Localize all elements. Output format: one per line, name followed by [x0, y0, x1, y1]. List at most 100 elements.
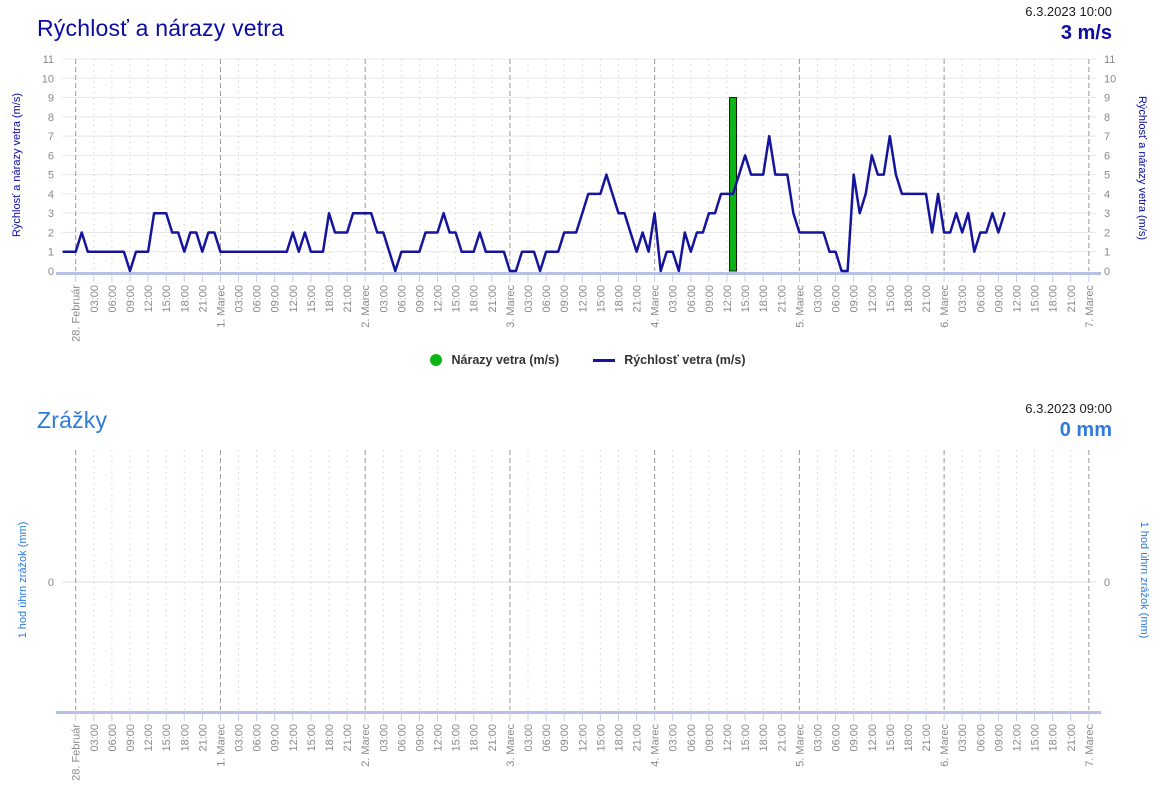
svg-text:6: 6	[1104, 150, 1110, 162]
svg-text:3: 3	[48, 208, 54, 220]
svg-text:18:00: 18:00	[324, 285, 336, 313]
svg-text:18:00: 18:00	[613, 724, 625, 752]
svg-text:09:00: 09:00	[270, 285, 282, 313]
svg-text:21:00: 21:00	[197, 724, 209, 752]
wind-current-value: 3 m/s	[1060, 21, 1112, 44]
svg-text:3: 3	[1104, 208, 1110, 220]
precip-x-axis: 28. Február 03:00 06:00 09:00 12:00 15:00 18:0…	[56, 711, 1101, 781]
svg-text:12:00: 12:00	[867, 285, 879, 313]
wind-x-axis: 28. Február 03:00 06:00 09:00 12:00 15:00 18:0…	[56, 272, 1101, 342]
svg-text:2: 2	[1104, 227, 1110, 239]
svg-text:18:00: 18:00	[758, 724, 770, 752]
svg-text:5. Marec: 5. Marec	[794, 724, 806, 767]
svg-text:03:00: 03:00	[89, 724, 101, 752]
svg-text:18:00: 18:00	[1048, 724, 1060, 752]
svg-text:12:00: 12:00	[288, 724, 300, 752]
svg-text:12:00: 12:00	[143, 285, 155, 313]
svg-text:06:00: 06:00	[107, 285, 119, 313]
precip-y-axis-title-left: 1 hod úhrn zrážok (mm)	[17, 522, 29, 639]
svg-text:11: 11	[1104, 54, 1115, 66]
svg-text:12:00: 12:00	[577, 724, 589, 752]
svg-text:06:00: 06:00	[831, 285, 843, 313]
svg-text:15:00: 15:00	[161, 724, 173, 752]
svg-text:0: 0	[1104, 577, 1110, 589]
svg-text:09:00: 09:00	[270, 724, 282, 752]
wind-y-axis-title-right: Rýchlosť a nárazy vetra (m/s)	[1136, 96, 1148, 240]
svg-text:21:00: 21:00	[921, 285, 933, 313]
svg-text:21:00: 21:00	[1066, 724, 1078, 752]
svg-text:03:00: 03:00	[378, 285, 390, 313]
legend-item-gusts: Nárazy vetra (m/s)	[430, 353, 559, 367]
svg-text:8: 8	[1104, 112, 1110, 124]
svg-text:15:00: 15:00	[595, 285, 607, 313]
precip-grid	[62, 450, 1096, 710]
wind-legend: Nárazy vetra (m/s) Rýchlosť vetra (m/s)	[0, 353, 1176, 367]
svg-text:03:00: 03:00	[812, 724, 824, 752]
svg-text:21:00: 21:00	[1066, 285, 1078, 313]
svg-text:18:00: 18:00	[758, 285, 770, 313]
svg-text:7. Marec: 7. Marec	[1084, 285, 1096, 328]
precip-chart: 28. Február 03:00 06:00 09:00 12:00 15:00 18:0…	[17, 450, 1150, 781]
svg-text:18:00: 18:00	[903, 724, 915, 752]
svg-text:09:00: 09:00	[559, 285, 571, 313]
svg-text:21:00: 21:00	[776, 724, 788, 752]
precip-timestamp: 6.3.2023 09:00	[1025, 401, 1112, 416]
svg-text:6. Marec: 6. Marec	[939, 285, 951, 328]
svg-text:18:00: 18:00	[324, 724, 336, 752]
svg-text:4: 4	[1104, 189, 1110, 201]
svg-text:21:00: 21:00	[487, 285, 499, 313]
svg-text:09:00: 09:00	[125, 285, 137, 313]
svg-text:28. Február: 28. Február	[71, 724, 83, 781]
svg-text:06:00: 06:00	[831, 724, 843, 752]
svg-text:10: 10	[42, 73, 54, 85]
svg-text:10: 10	[1104, 73, 1116, 85]
precip-chart-meta: 6.3.2023 09:00 0 mm	[1025, 401, 1112, 442]
svg-text:1. Marec: 1. Marec	[215, 724, 227, 767]
svg-text:15:00: 15:00	[451, 724, 463, 752]
svg-text:21:00: 21:00	[342, 285, 354, 313]
gust-legend-dot-icon	[430, 354, 443, 366]
svg-text:6. Marec: 6. Marec	[939, 724, 951, 767]
svg-text:1: 1	[1104, 247, 1110, 259]
svg-text:21:00: 21:00	[632, 285, 644, 313]
svg-text:09:00: 09:00	[849, 285, 861, 313]
svg-text:18:00: 18:00	[179, 285, 191, 313]
svg-text:5: 5	[1104, 170, 1110, 182]
svg-text:06:00: 06:00	[107, 724, 119, 752]
svg-text:09:00: 09:00	[414, 724, 426, 752]
svg-text:2. Marec: 2. Marec	[360, 285, 372, 328]
svg-text:28. Február: 28. Február	[71, 285, 83, 342]
svg-text:0: 0	[48, 577, 54, 589]
svg-text:4: 4	[48, 189, 54, 201]
wind-chart-meta: 6.3.2023 10:00 3 m/s	[1025, 4, 1112, 45]
precip-current-value: 0 mm	[1059, 418, 1112, 441]
svg-text:18:00: 18:00	[469, 285, 481, 313]
svg-text:18:00: 18:00	[469, 724, 481, 752]
svg-text:03:00: 03:00	[523, 285, 535, 313]
wind-timestamp: 6.3.2023 10:00	[1025, 4, 1112, 19]
svg-text:15:00: 15:00	[1030, 285, 1042, 313]
svg-text:09:00: 09:00	[559, 724, 571, 752]
svg-text:7: 7	[1104, 131, 1110, 143]
wind-speed-line	[62, 134, 1006, 273]
svg-text:06:00: 06:00	[541, 285, 553, 313]
svg-text:18:00: 18:00	[903, 285, 915, 313]
svg-text:18:00: 18:00	[613, 285, 625, 313]
svg-text:12:00: 12:00	[1011, 285, 1023, 313]
svg-text:1. Marec: 1. Marec	[215, 285, 227, 328]
wind-grid	[62, 58, 1096, 271]
svg-text:15:00: 15:00	[306, 724, 318, 752]
svg-text:8: 8	[48, 112, 54, 124]
svg-text:15:00: 15:00	[1030, 724, 1042, 752]
svg-text:09:00: 09:00	[414, 285, 426, 313]
svg-text:12:00: 12:00	[433, 285, 445, 313]
svg-text:5: 5	[48, 170, 54, 182]
svg-text:09:00: 09:00	[704, 285, 716, 313]
svg-text:11: 11	[43, 54, 54, 66]
svg-text:12:00: 12:00	[143, 724, 155, 752]
svg-text:03:00: 03:00	[523, 724, 535, 752]
precip-y-axis-title-right: 1 hod úhrn zrážok (mm)	[1138, 522, 1150, 639]
precip-chart-title: Zrážky	[37, 407, 108, 433]
